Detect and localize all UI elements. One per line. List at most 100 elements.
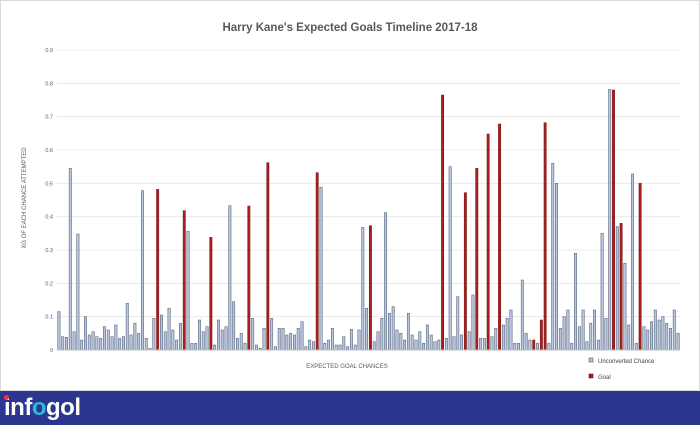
footer-bar: infogol — [0, 391, 700, 425]
bar-unconverted-chance — [387, 313, 391, 351]
bar-unconverted-chance — [65, 337, 68, 351]
bar-unconverted-chance — [467, 331, 471, 351]
bar-goal — [539, 319, 543, 351]
bar-unconverted-chance — [615, 226, 619, 351]
bar-unconverted-chance — [277, 328, 281, 351]
bar-unconverted-chance — [657, 319, 661, 351]
bar-unconverted-chance — [243, 343, 247, 351]
bar-unconverted-chance — [152, 318, 156, 351]
bar-unconverted-chance — [220, 329, 224, 351]
bar-unconverted-chance — [661, 316, 665, 351]
y-tick-label: 0.4 — [45, 215, 53, 221]
legend-swatch-goal — [588, 373, 594, 379]
bar-unconverted-chance — [623, 263, 627, 351]
bar-unconverted-chance — [167, 308, 171, 351]
bar-unconverted-chance — [144, 338, 148, 351]
chart-title: Harry Kane's Expected Goals Timeline 201… — [222, 22, 478, 34]
bar-unconverted-chance — [205, 326, 209, 351]
bar-unconverted-chance — [555, 183, 558, 351]
bar-unconverted-chance — [338, 344, 342, 351]
bar-unconverted-chance — [422, 343, 426, 351]
bar-unconverted-chance — [99, 338, 103, 351]
bar-unconverted-chance — [365, 308, 369, 351]
y-tick-label: 0.2 — [45, 281, 53, 287]
bar-unconverted-chance — [596, 339, 600, 351]
bar-unconverted-chance — [403, 339, 407, 351]
bar-unconverted-chance — [650, 321, 653, 351]
bar-unconverted-chance — [585, 341, 589, 351]
bar-unconverted-chance — [357, 329, 361, 351]
bar-unconverted-chance — [171, 329, 175, 351]
y-tick-label: 0.1 — [45, 315, 53, 321]
bar-unconverted-chance — [224, 326, 228, 351]
bar-unconverted-chance — [479, 338, 483, 351]
bar-unconverted-chance — [570, 343, 574, 351]
bar-unconverted-chance — [72, 331, 76, 351]
bar-unconverted-chance — [676, 333, 680, 351]
y-axis-ticks: 0 0.1 0.2 0.3 0.4 0.5 0.6 0.7 0.8 0.9 — [45, 48, 53, 354]
bar-unconverted-chance — [444, 338, 448, 351]
bar-unconverted-chance — [410, 334, 414, 351]
bar-unconverted-chance — [285, 334, 289, 351]
bar-unconverted-chance — [129, 334, 133, 351]
bar-unconverted-chance — [551, 163, 555, 351]
bar-unconverted-chance — [460, 334, 464, 351]
bar-goal — [182, 210, 186, 351]
bar-unconverted-chance — [376, 331, 380, 351]
bar-unconverted-chance — [600, 233, 604, 351]
bar-unconverted-chance — [186, 231, 190, 351]
bar-unconverted-chance — [194, 343, 198, 351]
bar-unconverted-chance — [574, 253, 577, 351]
legend-label-goal: Goal — [598, 375, 611, 381]
bar-unconverted-chance — [646, 329, 650, 351]
legend: Unconverted Chance Goal — [588, 357, 655, 381]
bar-unconverted-chance — [448, 166, 452, 351]
bar-unconverted-chance — [311, 341, 315, 351]
bar-unconverted-chance — [391, 306, 395, 351]
logo-text-suffix: gol — [46, 394, 81, 421]
bar-unconverted-chance — [293, 334, 296, 351]
y-tick-label: 0 — [50, 348, 53, 354]
bar-unconverted-chance — [627, 324, 631, 351]
bar-unconverted-chance — [334, 344, 338, 351]
bar-unconverted-chance — [642, 326, 646, 351]
bar-unconverted-chance — [217, 319, 220, 351]
bar-unconverted-chance — [471, 294, 475, 351]
bar-unconverted-chance — [84, 316, 87, 351]
bar-unconverted-chance — [141, 190, 144, 351]
y-axis-label: XG OF EACH CHANCE ATTEMPTED — [22, 147, 28, 249]
bar-unconverted-chance — [517, 343, 520, 351]
bar-unconverted-chance — [270, 318, 274, 351]
bar-goal — [463, 192, 467, 351]
bar-unconverted-chance — [236, 338, 239, 351]
bar-unconverted-chance — [198, 319, 201, 351]
bar-unconverted-chance — [437, 339, 441, 351]
bar-unconverted-chance — [577, 326, 581, 351]
bar-unconverted-chance — [232, 301, 236, 351]
bar-unconverted-chance — [80, 339, 84, 351]
xg-bar-chart: Harry Kane's Expected Goals Timeline 201… — [0, 0, 700, 391]
bar-unconverted-chance — [406, 313, 410, 351]
y-tick-label: 0.5 — [45, 181, 53, 187]
bar-unconverted-chance — [61, 336, 65, 351]
bar-unconverted-chance — [509, 309, 513, 351]
bar-goal — [612, 89, 615, 351]
bar-unconverted-chance — [494, 328, 498, 351]
bar-unconverted-chance — [547, 343, 551, 351]
x-axis-label: EXPECTED GOAL CHANCES — [306, 364, 387, 370]
bar-unconverted-chance — [133, 323, 137, 351]
bar-unconverted-chance — [179, 323, 182, 351]
bar-unconverted-chance — [513, 343, 517, 351]
bar-unconverted-chance — [342, 336, 346, 351]
bar-goal — [315, 172, 319, 351]
bar-goal — [247, 205, 251, 351]
bar-unconverted-chance — [634, 343, 638, 351]
legend-label-unconverted: Unconverted Chance — [598, 359, 655, 365]
bar-unconverted-chance — [349, 329, 353, 351]
bar-unconverted-chance — [262, 328, 266, 351]
bar-goal — [486, 133, 490, 351]
bar-unconverted-chance — [669, 328, 672, 351]
bar-unconverted-chance — [103, 326, 106, 351]
bar-unconverted-chance — [581, 309, 585, 351]
bar-unconverted-chance — [95, 336, 99, 351]
